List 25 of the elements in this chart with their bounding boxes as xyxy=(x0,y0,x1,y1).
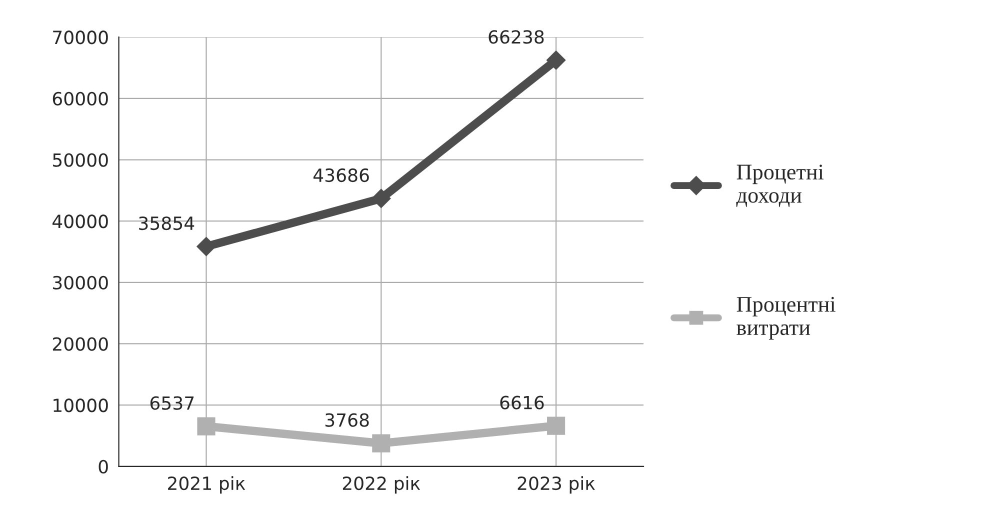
y-tick-label: 40000 xyxy=(52,214,108,228)
data-label: 35854 xyxy=(139,216,194,230)
y-tick-label: 20000 xyxy=(52,337,108,351)
y-tick-label: 30000 xyxy=(53,276,108,290)
y-tick-label: 50000 xyxy=(53,153,108,167)
x-tick-label: 2021 рік xyxy=(168,476,246,494)
y-tick-label: 70000 xyxy=(53,30,108,44)
point xyxy=(372,188,391,208)
y-tick-label: 0 xyxy=(98,460,108,474)
legend-label: Процентні витрати xyxy=(736,296,836,340)
data-label: 66238 xyxy=(488,30,544,44)
data-label: 43686 xyxy=(313,168,369,182)
data-label: 6616 xyxy=(500,396,544,410)
data-label: 3768 xyxy=(325,413,369,427)
x-tick-label: 2022 рік xyxy=(342,476,420,494)
y-tick-label: 10000 xyxy=(54,398,108,412)
x-tick-label: 2023 рік xyxy=(518,476,595,494)
data-label: 6537 xyxy=(150,396,194,410)
point xyxy=(197,417,216,436)
legend-label: Процетні доходи xyxy=(736,164,824,207)
point xyxy=(372,434,390,452)
point xyxy=(546,50,566,70)
point xyxy=(196,236,216,256)
y-tick-label: 60000 xyxy=(52,92,108,106)
point xyxy=(547,416,566,435)
